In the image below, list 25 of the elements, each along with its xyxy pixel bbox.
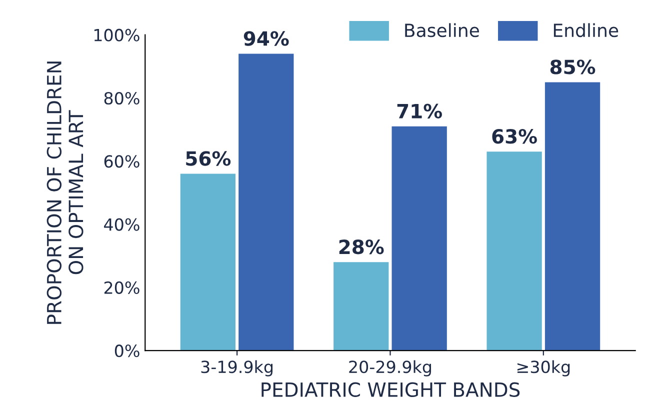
bar <box>238 54 294 351</box>
bar <box>180 174 236 351</box>
data-label: 71% <box>397 104 442 118</box>
y-tick-label: 100% <box>94 28 140 42</box>
data-label: 63% <box>492 129 537 144</box>
bar <box>334 262 389 351</box>
y-tick-label: 40% <box>104 218 140 231</box>
bar <box>544 82 600 351</box>
data-label: 94% <box>244 31 289 46</box>
y-tick-label: 80% <box>104 92 140 105</box>
y-axis-title: PROPORTION OF CHILDREN ON OPTIMAL ART <box>46 62 84 324</box>
y-tick-label: 0% <box>114 344 140 358</box>
x-tick-label: 3-19.9kg <box>201 360 272 376</box>
bar <box>486 152 542 351</box>
data-label: 28% <box>339 240 384 254</box>
x-tick-label: 20-29.9kg <box>349 360 431 376</box>
y-tick-label: 20% <box>104 281 140 294</box>
x-axis-title: PEDIATRIC WEIGHT BANDS <box>262 382 520 398</box>
x-tick-label: ≥30kg <box>517 360 570 376</box>
data-label: 56% <box>186 151 231 166</box>
bar <box>392 126 447 351</box>
y-tick-label: 60% <box>104 155 140 168</box>
data-label: 85% <box>550 60 596 74</box>
legend-label: Baseline <box>405 23 479 38</box>
legend-label: Endline <box>554 23 618 38</box>
